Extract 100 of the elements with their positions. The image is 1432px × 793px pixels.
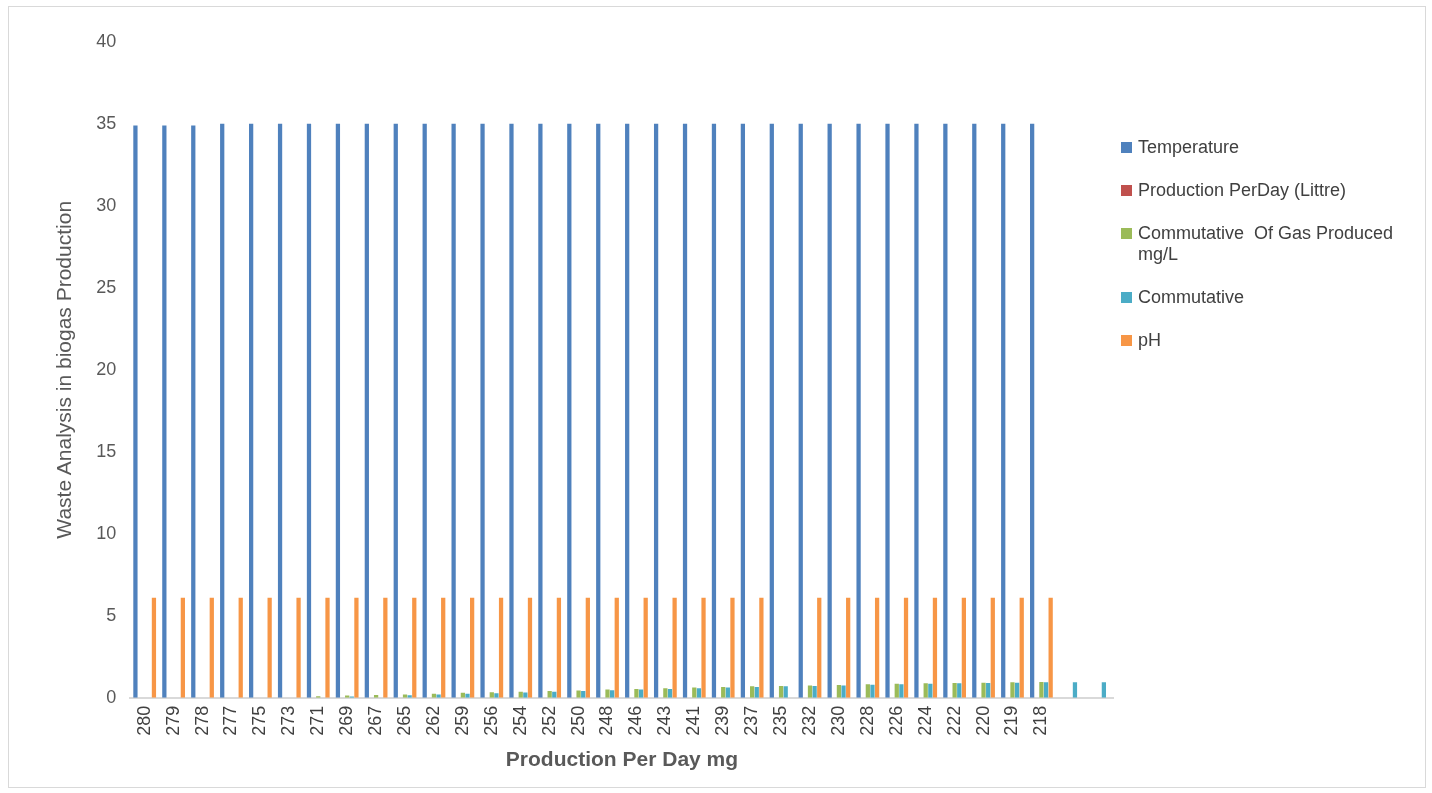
x-tick-label: 237 — [741, 705, 762, 736]
bar — [990, 597, 995, 698]
bar — [1101, 682, 1107, 698]
bar — [798, 123, 803, 698]
bar — [480, 123, 485, 698]
bar — [827, 123, 832, 698]
bar — [972, 123, 977, 698]
bar — [451, 123, 456, 698]
x-tick-label: 259 — [451, 705, 472, 736]
bar — [133, 125, 138, 698]
legend-label: Temperature — [1138, 137, 1240, 158]
legend-label: pH — [1138, 330, 1162, 351]
x-tick-label: 265 — [393, 705, 414, 736]
y-tick-label: 25 — [96, 276, 117, 297]
bar — [567, 123, 572, 698]
bar — [943, 123, 948, 698]
bar — [393, 123, 398, 698]
bar — [750, 686, 755, 698]
x-tick-label: 239 — [712, 705, 733, 736]
x-tick-label: 220 — [972, 705, 993, 736]
x-tick-label: 248 — [596, 705, 617, 736]
y-tick-label: 10 — [96, 522, 117, 543]
bar — [180, 597, 185, 698]
bar — [817, 597, 822, 698]
bar — [870, 684, 875, 698]
bar — [422, 123, 427, 698]
bar — [556, 597, 562, 698]
legend-label: Commutative Of Gas Produced mg/L — [1138, 223, 1395, 265]
bar — [903, 597, 909, 698]
y-tick-label: 15 — [96, 440, 117, 461]
bar — [957, 683, 962, 698]
bar — [1048, 597, 1053, 698]
x-tick-label: 254 — [509, 705, 530, 736]
bar — [576, 690, 581, 698]
bar — [354, 597, 359, 698]
y-tick-label: 30 — [96, 194, 117, 215]
bar — [759, 597, 764, 698]
bar — [162, 125, 167, 698]
x-tick-label: 241 — [683, 705, 704, 736]
x-tick-label: 279 — [162, 705, 183, 736]
x-tick-label: 224 — [914, 705, 935, 736]
bar — [296, 597, 301, 698]
bar — [1001, 123, 1006, 698]
bar — [1043, 682, 1049, 698]
bar — [812, 685, 817, 698]
x-tick-label: 250 — [567, 705, 588, 736]
bar — [249, 123, 254, 698]
x-tick-label: 232 — [798, 705, 819, 736]
x-tick-label: 246 — [625, 705, 646, 736]
bar — [1019, 597, 1024, 698]
bar — [1010, 682, 1015, 698]
bar — [277, 123, 283, 698]
bar — [1072, 682, 1078, 698]
x-tick-label: 280 — [133, 705, 154, 736]
legend-label: Production PerDay (Littre) — [1138, 180, 1347, 201]
x-tick-label: 230 — [827, 705, 848, 736]
bar — [914, 123, 919, 698]
bar — [614, 597, 619, 698]
bar — [220, 123, 225, 698]
bar — [740, 123, 746, 698]
bar — [1039, 682, 1044, 698]
bar — [643, 597, 648, 698]
bar — [494, 693, 499, 698]
bar — [885, 123, 890, 698]
bar — [653, 123, 659, 698]
x-tick-label: 267 — [365, 705, 386, 736]
bar — [932, 597, 938, 698]
bar — [1030, 123, 1035, 698]
y-axis-title: Waste Analysis in biogas Production — [52, 200, 76, 539]
bar — [865, 684, 870, 698]
x-tick-label: 228 — [856, 705, 877, 736]
x-axis-title: Production Per Day mg — [505, 747, 739, 771]
bar — [923, 683, 928, 698]
y-tick-label: 5 — [106, 604, 117, 625]
x-tick-label: 277 — [220, 705, 241, 736]
bar — [625, 123, 630, 698]
legend-label: Commutative — [1138, 287, 1245, 308]
bar — [605, 689, 610, 698]
bar — [470, 597, 475, 698]
bar — [527, 597, 533, 698]
bar — [711, 123, 717, 698]
bar — [856, 123, 861, 698]
bar — [807, 685, 813, 698]
bar — [509, 123, 514, 698]
bar — [961, 597, 967, 698]
x-tick-label: 222 — [943, 705, 964, 736]
x-tick-label: 256 — [480, 705, 501, 736]
bar — [436, 694, 441, 698]
bar — [841, 685, 846, 698]
bar — [634, 689, 639, 698]
bar — [364, 123, 369, 698]
bar — [899, 684, 904, 698]
bar — [682, 123, 688, 698]
x-tick-label: 226 — [885, 705, 906, 736]
x-tick-label: 252 — [538, 705, 559, 736]
bar — [209, 597, 214, 698]
bar — [267, 597, 272, 698]
bar — [874, 597, 880, 698]
x-tick-label: 235 — [770, 705, 791, 736]
y-tick-label: 0 — [106, 686, 117, 707]
